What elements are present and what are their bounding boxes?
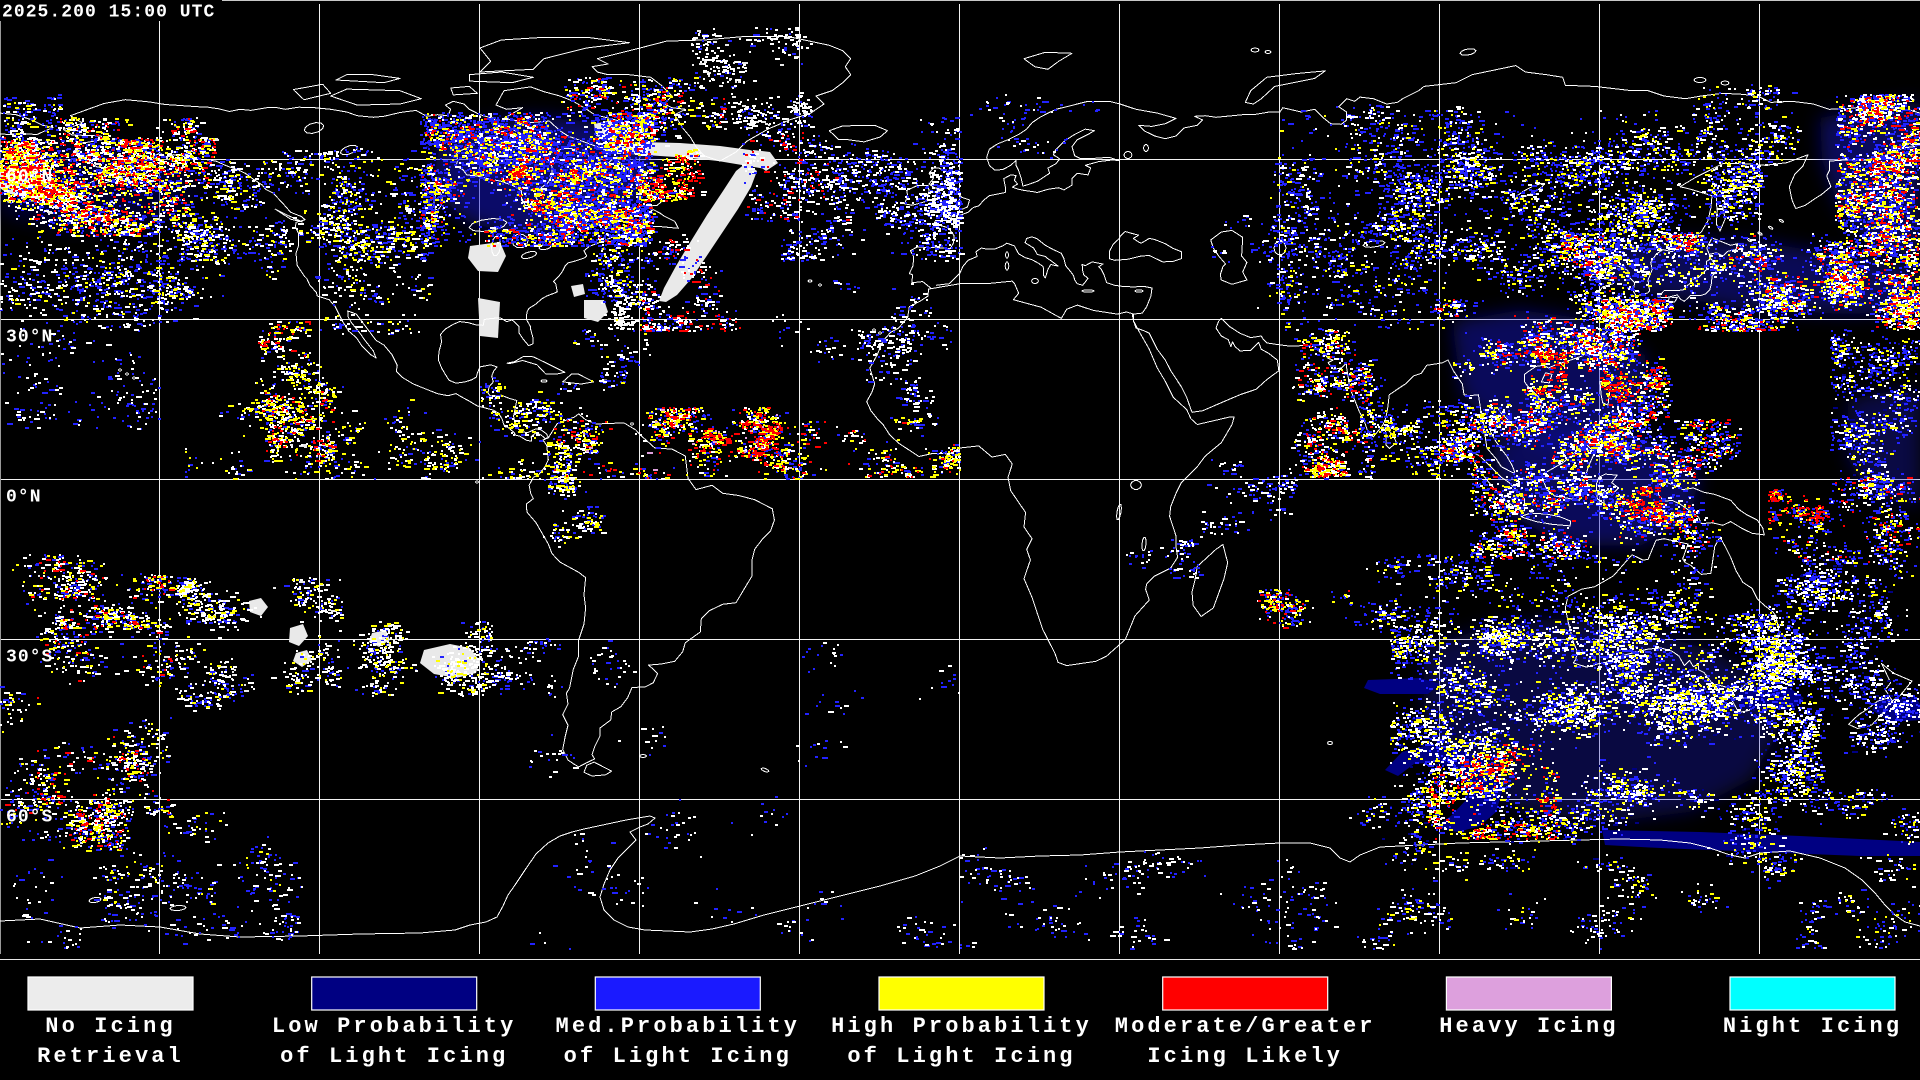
svg-text:Night Icing: Night Icing <box>1723 1014 1902 1039</box>
svg-text:of Light Icing: of Light Icing <box>280 1044 508 1069</box>
svg-text:of Light Icing: of Light Icing <box>564 1044 792 1069</box>
svg-text:Moderate/Greater: Moderate/Greater <box>1115 1014 1376 1039</box>
svg-text:2025.200 15:00 UTC: 2025.200 15:00 UTC <box>2 3 215 23</box>
svg-text:30°S: 30°S <box>6 648 53 668</box>
svg-text:Heavy Icing: Heavy Icing <box>1439 1014 1618 1039</box>
svg-text:High Probability: High Probability <box>831 1014 1092 1039</box>
svg-text:Icing Likely: Icing Likely <box>1147 1044 1343 1069</box>
svg-text:No Icing: No Icing <box>45 1014 175 1039</box>
svg-text:Low Probability: Low Probability <box>272 1014 517 1039</box>
svg-text:of Light Icing: of Light Icing <box>847 1044 1075 1069</box>
svg-text:60°N: 60°N <box>6 168 53 188</box>
svg-text:30°N: 30°N <box>6 328 53 348</box>
svg-text:Retrieval: Retrieval <box>37 1044 184 1069</box>
svg-text:60°S: 60°S <box>6 808 53 828</box>
svg-text:Med.Probability: Med.Probability <box>556 1014 801 1039</box>
svg-text:0°N: 0°N <box>6 488 42 508</box>
